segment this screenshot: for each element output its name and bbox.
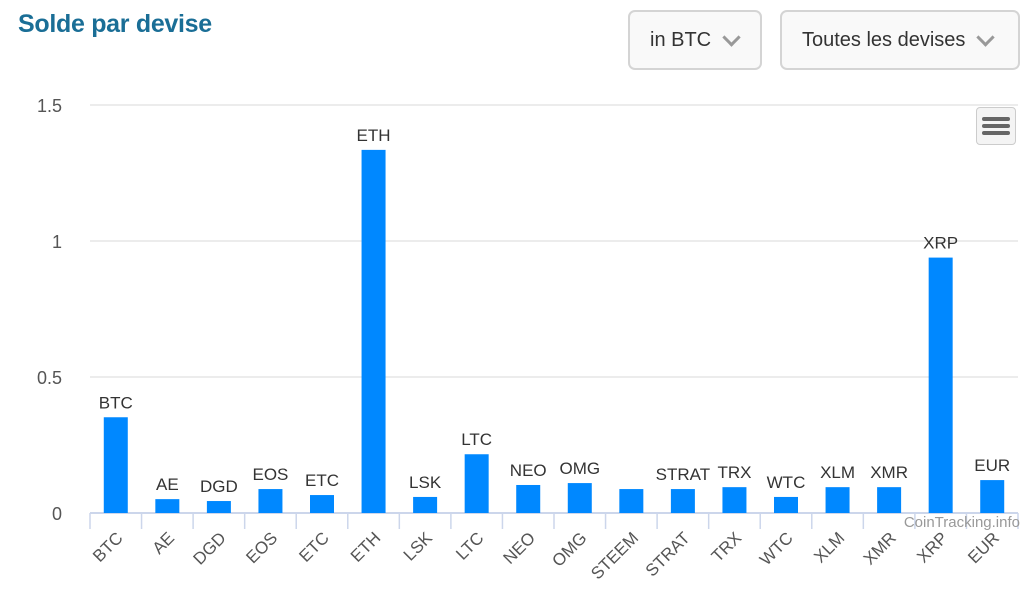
data-label: EUR [974,456,1010,475]
x-tick-label: ETH [347,528,384,565]
hamburger-icon [982,117,1010,121]
data-label: DGD [200,477,238,496]
unit-select-value: in BTC [650,28,712,51]
data-label: STRAT [656,465,710,484]
data-label: BTC [99,393,133,412]
bar-wtc[interactable] [774,496,798,513]
chart-menu-button[interactable] [976,107,1016,145]
currency-select[interactable]: Toutes les devises [780,10,1020,70]
data-label: XMR [870,463,908,482]
data-label: NEO [510,461,547,480]
y-tick-label: 0 [52,504,62,524]
data-label: LTC [461,430,492,449]
data-label: TRX [717,463,751,482]
data-label: XRP [923,234,958,253]
x-tick-label: LSK [400,528,437,565]
x-tick-label: BTC [89,528,126,565]
bar-eth[interactable] [361,149,386,513]
data-label: OMG [559,459,600,478]
x-tick-label: OMG [548,528,590,570]
bar-etc[interactable] [310,495,334,513]
bar-neo[interactable] [516,484,541,513]
data-label: ETC [305,471,339,490]
data-label: AE [156,475,179,494]
unit-select[interactable]: in BTC [628,10,762,70]
x-tick-label: AE [149,528,178,557]
x-tick-label: XLM [810,528,848,566]
data-label: EOS [252,465,288,484]
x-tick-label: TRX [708,528,745,565]
data-label: XLM [820,463,855,482]
bar-xmr[interactable] [877,487,902,513]
x-tick-label: STRAT [642,528,694,580]
bar-btc[interactable] [103,417,128,513]
x-tick-label: EOS [242,528,281,567]
bar-strat[interactable] [670,489,695,513]
bar-xrp[interactable] [928,257,953,513]
bar-eur[interactable] [980,480,1005,513]
data-label: ETH [357,126,391,145]
bar-dgd[interactable] [206,501,231,513]
page-title: Solde par devise [18,10,212,38]
x-tick-label: XRP [913,528,951,566]
bar-ltc[interactable] [464,454,489,513]
chart-credit[interactable]: CoinTracking.info [904,514,1020,531]
data-label: LSK [409,473,442,492]
x-tick-label: EUR [964,528,1003,567]
x-tick-label: WTC [756,528,797,569]
bar-xlm[interactable] [825,487,850,513]
bar-steem[interactable] [619,489,644,513]
x-tick-label: XMR [860,528,900,568]
currency-select-value: Toutes les devises [802,28,966,51]
bar-lsk[interactable] [413,496,438,513]
x-tick-label: DGD [190,528,230,568]
bar-trx[interactable] [722,487,747,513]
x-tick-label: ETC [295,528,332,565]
bar-eos[interactable] [258,489,283,513]
x-tick-label: STEEM [587,528,642,583]
data-label: WTC [767,473,806,492]
y-tick-label: 1.5 [37,96,62,116]
y-tick-label: 1 [52,232,62,252]
bar-ae[interactable] [155,499,180,513]
x-tick-label: NEO [500,528,539,567]
bar-omg[interactable] [567,483,592,513]
y-tick-label: 0.5 [37,368,62,388]
x-tick-label: LTC [452,528,487,563]
